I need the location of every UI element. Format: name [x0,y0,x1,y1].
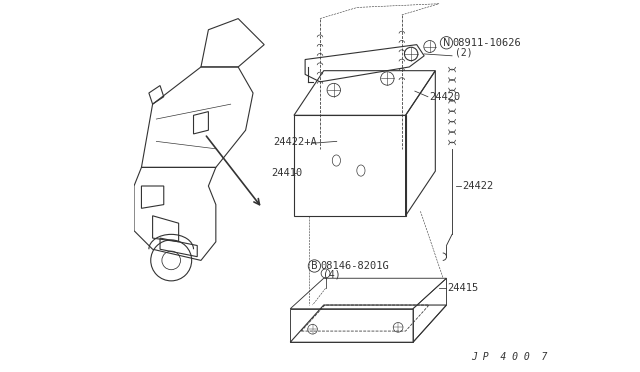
Text: 08911-10626: 08911-10626 [452,38,521,48]
Text: 08146-8201G: 08146-8201G [320,261,388,271]
Text: 24420: 24420 [429,92,461,102]
Text: 24422: 24422 [463,181,493,191]
Text: (2): (2) [454,47,472,57]
Text: (4): (4) [323,270,341,279]
Text: N: N [443,38,450,48]
Text: 24415: 24415 [447,283,479,293]
Text: J P  4 0 0  7: J P 4 0 0 7 [470,352,547,362]
Text: B: B [311,261,318,271]
Text: 24422+A: 24422+A [273,137,317,147]
Text: 24410: 24410 [271,168,303,178]
